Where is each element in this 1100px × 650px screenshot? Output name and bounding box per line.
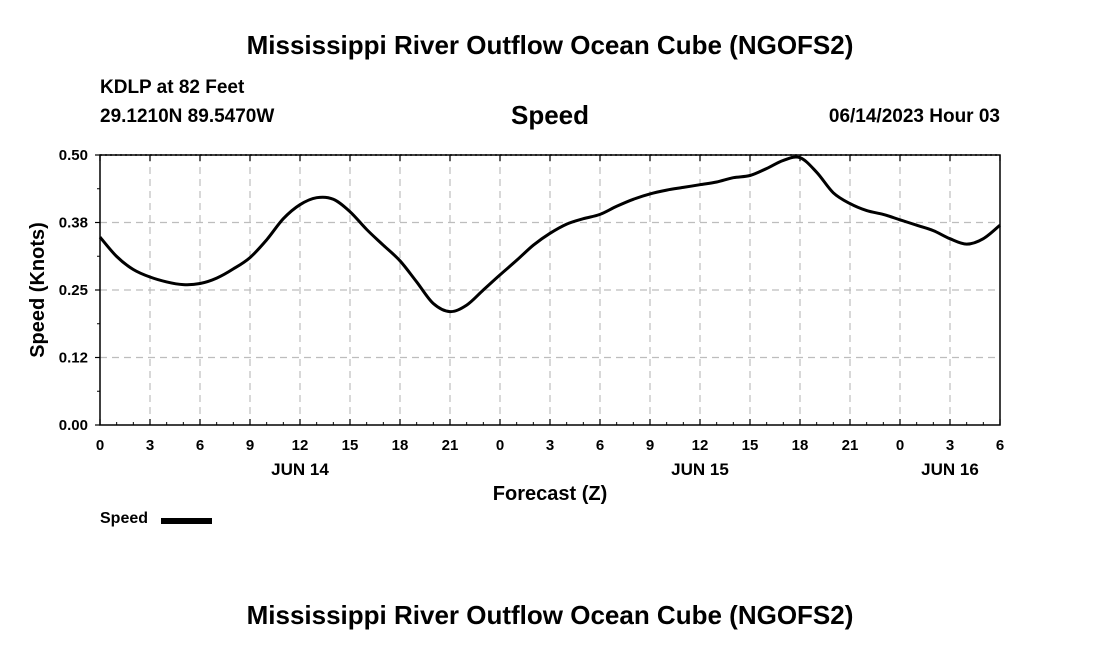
x-tick-label: 18 xyxy=(392,437,409,454)
page-title: Mississippi River Outflow Ocean Cube (NG… xyxy=(246,30,854,60)
axis-ticks xyxy=(95,154,1001,426)
y-tick-label: 0.00 xyxy=(59,417,88,434)
axis-labels: 0 3 6 9 12 15 18 21 0 3 6 9 12 15 18 21 0 3 6 0.00 0.12 0.25 0… xyxy=(59,147,1004,479)
y-axis-label: Speed (Knots) xyxy=(27,222,49,358)
chart-grid xyxy=(100,154,1000,425)
x-tick-label: 0 xyxy=(96,437,104,454)
x-tick-label: 6 xyxy=(196,437,204,454)
x-axis-label: Forecast (Z) xyxy=(493,483,607,505)
day-label: JUN 14 xyxy=(271,460,329,479)
x-tick-label: 9 xyxy=(646,437,654,454)
x-tick-label: 15 xyxy=(342,437,359,454)
x-tick-label: 6 xyxy=(596,437,604,454)
station-coordinates: 29.1210N 89.5470W xyxy=(100,106,275,127)
legend-label: Speed xyxy=(100,510,149,527)
x-tick-label: 12 xyxy=(292,437,309,454)
x-tick-label: 0 xyxy=(496,437,504,454)
x-tick-label: 12 xyxy=(692,437,709,454)
station-label: KDLP at 82 Feet xyxy=(100,77,245,98)
x-tick-label: 0 xyxy=(896,437,904,454)
y-tick-label: 0.12 xyxy=(59,350,88,367)
legend-swatch xyxy=(161,518,212,524)
x-tick-label: 21 xyxy=(442,437,459,454)
x-tick-label: 15 xyxy=(742,437,759,454)
y-tick-label: 0.50 xyxy=(59,147,88,164)
x-tick-label: 9 xyxy=(246,437,254,454)
day-label: JUN 16 xyxy=(921,460,979,479)
page-title-repeat: Mississippi River Outflow Ocean Cube (NG… xyxy=(246,600,854,630)
speed-series-line xyxy=(98,155,1001,314)
chart-title: Speed xyxy=(510,100,590,130)
x-tick-label: 3 xyxy=(146,437,154,454)
x-tick-label: 21 xyxy=(842,437,859,454)
x-tick-label: 3 xyxy=(946,437,954,454)
x-tick-label: 6 xyxy=(996,437,1004,454)
forecast-datetime: 06/14/2023 Hour 03 xyxy=(828,106,1000,127)
y-tick-label: 0.38 xyxy=(59,215,88,232)
x-tick-label: 18 xyxy=(792,437,809,454)
x-tick-label: 3 xyxy=(546,437,554,454)
day-label: JUN 15 xyxy=(671,460,729,479)
y-tick-label: 0.25 xyxy=(59,282,88,299)
